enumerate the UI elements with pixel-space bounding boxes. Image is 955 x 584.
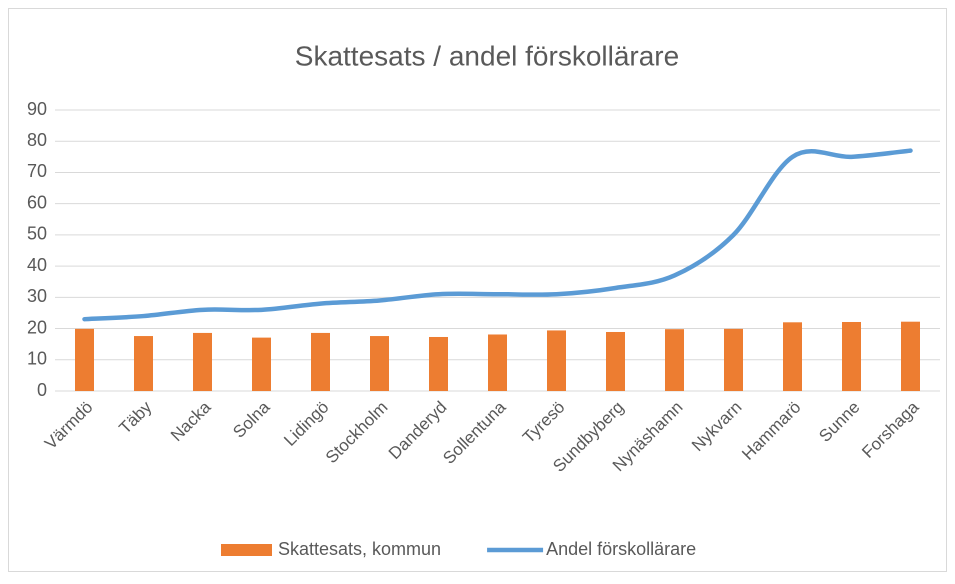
bar (75, 328, 94, 391)
y-tick-label: 30 (27, 286, 47, 306)
legend-label: Andel förskollärare (546, 539, 696, 559)
y-tick-label: 70 (27, 161, 47, 181)
bar (842, 321, 861, 391)
bar (134, 336, 153, 391)
y-tick-label: 90 (27, 99, 47, 119)
line (82, 148, 913, 322)
legend-swatch (221, 544, 272, 556)
y-tick-label: 0 (37, 380, 47, 400)
bar (252, 337, 271, 391)
bar (665, 329, 684, 391)
y-tick-label: 60 (27, 192, 47, 212)
bar (429, 336, 448, 391)
legend-label: Skattesats, kommun (278, 539, 441, 559)
bar (193, 332, 212, 391)
y-tick-label: 40 (27, 255, 47, 275)
y-tick-label: 20 (27, 317, 47, 337)
bar (606, 331, 625, 391)
bar (901, 321, 920, 391)
y-tick-label: 50 (27, 224, 47, 244)
chart-title: Skattesats / andel förskollärare (295, 40, 679, 71)
bar (783, 322, 802, 391)
bar (488, 334, 507, 391)
y-tick-label: 80 (27, 130, 47, 150)
bar (547, 330, 566, 391)
bar (370, 336, 389, 391)
y-tick-label: 10 (27, 349, 47, 369)
bar (311, 332, 330, 391)
bar (724, 328, 743, 391)
chart-border (8, 8, 947, 572)
